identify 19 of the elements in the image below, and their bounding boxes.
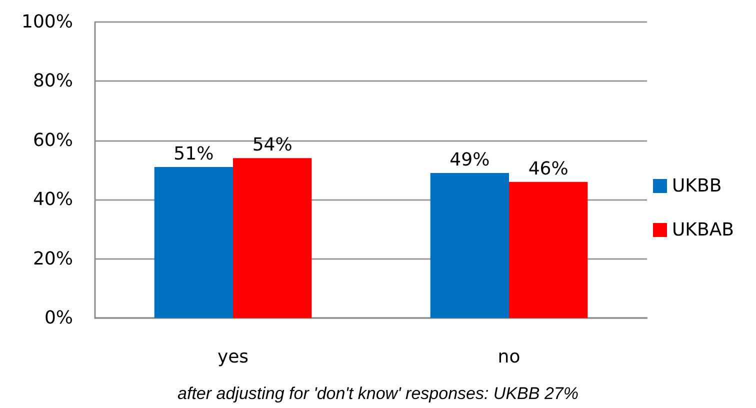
- y-tick-label: 100%: [22, 12, 73, 32]
- text: after adjusting for 'don't know' responses: UKBB 27%: [178, 384, 578, 403]
- y-tick-label: 0%: [44, 308, 73, 328]
- bar: [233, 158, 312, 318]
- y-tick-label: 80%: [32, 70, 73, 92]
- x-tick-label: yes: [217, 346, 249, 368]
- data-label: 54%: [252, 134, 292, 156]
- data-label: 46%: [528, 158, 568, 180]
- x-tick-label: no: [498, 346, 520, 368]
- bar: [509, 182, 588, 318]
- data-label: 51%: [174, 144, 214, 165]
- bar: [430, 172, 509, 318]
- y-tick-label: 40%: [32, 189, 73, 210]
- data-label: 49%: [450, 149, 490, 170]
- y-tick-label: 60%: [32, 130, 73, 151]
- legend-label: UKBAB: [672, 220, 734, 240]
- bar: [154, 167, 233, 318]
- legend-label: UKBB: [672, 176, 722, 196]
- y-tick-label: 20%: [32, 248, 73, 270]
